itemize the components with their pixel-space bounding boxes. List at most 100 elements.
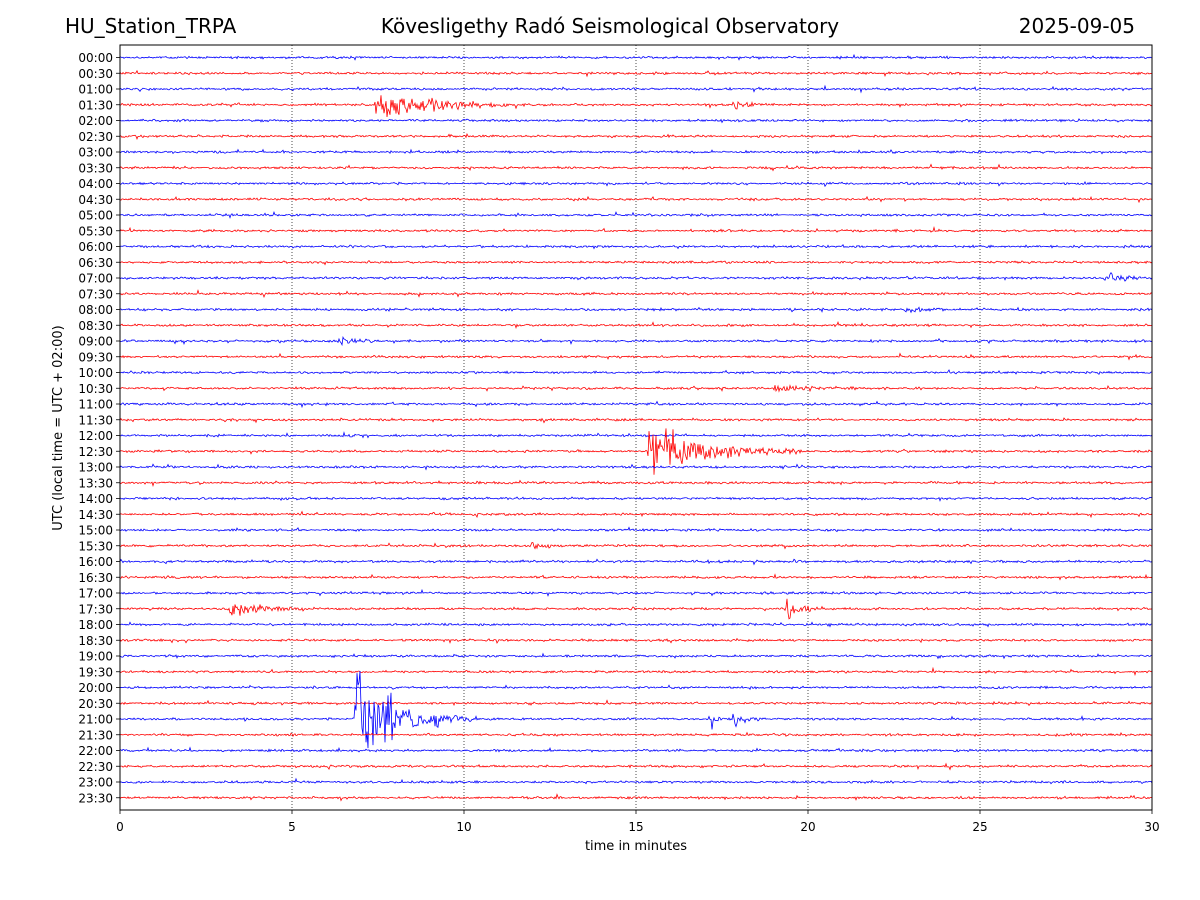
- y-tick-label-2100: 21:00: [78, 713, 113, 727]
- trace-1130: [119, 417, 1153, 424]
- y-tick-label-0330: 03:30: [78, 161, 113, 175]
- y-tick-label-2230: 22:30: [78, 760, 113, 774]
- y-tick-label-0800: 08:00: [78, 303, 113, 317]
- y-tick-label-1030: 10:30: [78, 382, 113, 396]
- y-tick-label-2200: 22:00: [78, 744, 113, 758]
- x-tick-label-10: 10: [456, 820, 471, 834]
- y-tick-label-0730: 07:30: [78, 287, 113, 301]
- trace-2030: [119, 699, 1153, 707]
- trace-2330: [119, 793, 1153, 802]
- x-tick-label-15: 15: [628, 820, 643, 834]
- trace-1830: [119, 637, 1153, 644]
- trace-2130: [119, 731, 1153, 737]
- trace-0300: [119, 148, 1153, 155]
- station-name: HU_Station_TRPA: [65, 14, 237, 38]
- trace-0230: [119, 133, 1153, 140]
- trace-0200: [119, 118, 1153, 124]
- y-tick-label-0630: 06:30: [78, 256, 113, 270]
- y-tick-label-1600: 16:00: [78, 555, 113, 569]
- y-tick-label-1230: 12:30: [78, 445, 113, 459]
- x-tick-label-0: 0: [116, 820, 124, 834]
- trace-2300: [119, 777, 1153, 785]
- x-tick-label-5: 5: [288, 820, 296, 834]
- y-axis-label: UTC (local time = UTC + 02:00): [51, 325, 66, 530]
- x-axis-label: time in minutes: [585, 839, 687, 854]
- y-tick-label-0500: 05:00: [78, 209, 113, 223]
- trace-group: [119, 53, 1153, 802]
- y-tick-label-1000: 10:00: [78, 366, 113, 380]
- y-tick-label-1900: 19:00: [78, 650, 113, 664]
- y-tick-label-1800: 18:00: [78, 618, 113, 632]
- trace-0730: [119, 289, 1153, 298]
- y-tick-label-0700: 07:00: [78, 272, 113, 286]
- trace-0330: [119, 163, 1153, 172]
- x-axis-ticks: 0 5 10 15 20 25 30: [116, 810, 1160, 834]
- x-tick-label-30: 30: [1144, 820, 1159, 834]
- trace-0000: [119, 53, 1153, 61]
- y-tick-label-1630: 16:30: [78, 571, 113, 585]
- y-tick-label-0200: 02:00: [78, 114, 113, 128]
- chart-title: Kövesligethy Radó Seismological Observat…: [380, 14, 840, 38]
- trace-0030: [119, 69, 1153, 78]
- y-tick-label-1730: 17:30: [78, 602, 113, 616]
- y-tick-label-1430: 14:30: [78, 508, 113, 522]
- trace-1400: [119, 496, 1153, 502]
- trace-1100: [119, 400, 1153, 409]
- y-tick-label-1200: 12:00: [78, 429, 113, 443]
- y-tick-label-2030: 20:30: [78, 697, 113, 711]
- trace-1230: [119, 428, 1153, 475]
- y-tick-label-2300: 23:00: [78, 776, 113, 790]
- trace-2000: [119, 684, 1152, 691]
- trace-1700: [119, 588, 1153, 597]
- y-tick-label-1700: 17:00: [78, 587, 113, 601]
- trace-0630: [119, 260, 1153, 266]
- trace-2200: [119, 746, 1153, 753]
- y-tick-label-2130: 21:30: [78, 728, 113, 742]
- trace-0430: [119, 195, 1153, 204]
- y-tick-label-0530: 05:30: [78, 224, 113, 238]
- trace-0130: [119, 95, 1153, 118]
- y-tick-label-2000: 20:00: [78, 681, 113, 695]
- y-tick-label-0830: 08:30: [78, 319, 113, 333]
- trace-1530: [119, 542, 1153, 550]
- y-tick-label-0400: 04:00: [78, 177, 113, 191]
- trace-1000: [119, 369, 1153, 375]
- trace-0800: [119, 306, 1153, 314]
- trace-0500: [119, 211, 1153, 219]
- y-tick-label-1330: 13:30: [78, 476, 113, 490]
- trace-1630: [119, 573, 1153, 581]
- trace-0900: [119, 335, 1153, 347]
- trace-0700: [119, 271, 1153, 282]
- trace-2230: [119, 762, 1153, 771]
- y-tick-label-0000: 00:00: [78, 51, 113, 65]
- y-tick-label-0030: 00:30: [78, 67, 113, 81]
- y-tick-label-1130: 11:30: [78, 413, 113, 427]
- y-tick-label-1530: 15:30: [78, 539, 113, 553]
- trace-1800: [119, 621, 1153, 628]
- trace-1730: [119, 598, 1153, 620]
- trace-1330: [119, 479, 1153, 488]
- chart-date: 2025-09-05: [1018, 14, 1135, 38]
- x-tick-label-20: 20: [800, 820, 815, 834]
- trace-0100: [119, 84, 1153, 94]
- trace-1900: [119, 652, 1153, 660]
- trace-1500: [119, 526, 1153, 533]
- y-tick-label-2330: 23:30: [78, 791, 113, 805]
- x-tick-label-25: 25: [972, 820, 987, 834]
- trace-1430: [119, 510, 1153, 519]
- trace-1930: [119, 666, 1153, 676]
- y-tick-label-1830: 18:30: [78, 634, 113, 648]
- y-tick-label-0930: 09:30: [78, 350, 113, 364]
- y-tick-label-1400: 14:00: [78, 492, 113, 506]
- trace-2100: [119, 670, 1153, 749]
- plot-background: [120, 45, 1152, 810]
- trace-0530: [119, 225, 1153, 233]
- trace-1030: [119, 384, 1153, 393]
- y-tick-label-0130: 01:30: [78, 98, 113, 112]
- y-tick-label-0300: 03:00: [78, 146, 113, 160]
- y-tick-label-1500: 15:00: [78, 524, 113, 538]
- trace-0930: [119, 352, 1153, 361]
- y-tick-label-0900: 09:00: [78, 335, 113, 349]
